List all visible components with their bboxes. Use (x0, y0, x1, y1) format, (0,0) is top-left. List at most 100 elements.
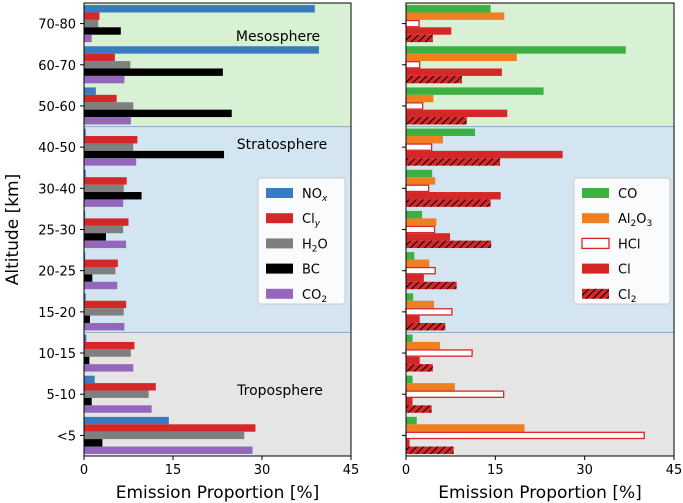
bar-co2-5 (84, 240, 127, 249)
legend-label-part: CO (618, 187, 637, 202)
y-tick-label: 25-30 (38, 224, 76, 239)
bar-co-0 (406, 416, 417, 425)
legend-label-part: 3 (646, 219, 652, 229)
bar-co-5 (406, 210, 423, 219)
legend-label-part: Cl (302, 212, 315, 227)
bar-al2o3-4 (406, 259, 430, 267)
bar-co-2 (406, 334, 413, 342)
bar-nox-1 (84, 375, 95, 384)
y-tick-label: 40-50 (38, 141, 76, 156)
x-tick-label: 0 (402, 463, 410, 478)
bar-h2o-2 (84, 349, 131, 357)
bar-co-8 (406, 87, 544, 95)
legend-label-hcl: HCl (618, 237, 640, 252)
bar-hcl-0 (405, 431, 645, 440)
bar-cly-1 (84, 383, 156, 391)
legend-swatch-bc (266, 263, 293, 274)
x-tick-label: 30 (254, 463, 271, 478)
bar-co2-3 (84, 322, 125, 331)
bar-cl-3 (406, 315, 420, 323)
legend-swatch-cly (266, 213, 293, 224)
bar-h2o-5 (84, 225, 124, 234)
legend-label-part: Cl (618, 263, 631, 278)
bar-h2o-9 (84, 61, 131, 69)
bar-co2-7 (84, 158, 137, 166)
bar-al2o3-9 (406, 53, 517, 62)
legend-swatch-cl2 (582, 288, 609, 299)
bar-cl-8 (406, 109, 508, 118)
bar-bc-10 (84, 27, 121, 35)
bar-cly-10 (84, 12, 100, 20)
legend-label-nox: NOx (302, 187, 328, 204)
bar-hcl-8 (405, 102, 424, 110)
legend-label-part: 2 (321, 295, 327, 305)
bar-bc-4 (84, 274, 93, 282)
bar-hcl-4 (405, 266, 436, 275)
legend-label-al2o3: Al2O3 (618, 212, 652, 229)
y-tick-label: 20-25 (38, 265, 76, 280)
y-tick-label: <5 (57, 429, 76, 444)
bar-cl2-4 (406, 281, 457, 290)
bar-co2-2 (84, 364, 134, 372)
bar-cl2-9 (406, 75, 462, 84)
bar-co-3 (406, 293, 414, 301)
y-axis-label: Altitude [km] (3, 174, 23, 286)
bar-al2o3-3 (406, 300, 434, 309)
bar-cl-6 (406, 192, 501, 200)
legend-label-h2o: H2O (302, 237, 328, 254)
legend-swatch-al2o3 (582, 213, 609, 224)
bar-cl-9 (406, 68, 502, 76)
legend-label-part: BC (302, 263, 320, 278)
y-tick-label: 30-40 (38, 182, 76, 197)
bar-cl-4 (406, 274, 424, 282)
legend-label-cl: Cl (618, 263, 631, 278)
bar-hcl-10 (405, 19, 420, 28)
bar-cl-10 (406, 27, 452, 35)
x-axis-label: Emission Proportion [%] (438, 483, 642, 503)
bar-cly-7 (84, 136, 138, 144)
bar-hcl-6 (405, 184, 430, 193)
bar-cly-9 (84, 53, 115, 62)
bar-h2o-0 (84, 431, 245, 440)
bar-co-6 (406, 169, 433, 178)
bar-cl2-1 (406, 405, 432, 413)
region-label-stratosphere: Stratosphere (237, 137, 328, 153)
bar-co-9 (406, 46, 626, 54)
bar-h2o-1 (84, 390, 149, 398)
bar-al2o3-6 (406, 177, 436, 185)
legend-label-part: O (636, 212, 646, 227)
bar-al2o3-2 (406, 341, 440, 350)
bar-h2o-3 (84, 308, 124, 316)
bar-co-10 (406, 5, 491, 13)
bar-cly-6 (84, 177, 127, 185)
bar-nox-7 (84, 128, 86, 137)
bar-nox-0 (84, 416, 169, 425)
bar-co-4 (406, 252, 415, 260)
bar-bc-0 (84, 439, 103, 447)
bar-co2-1 (84, 405, 152, 413)
bar-cl2-3 (406, 322, 446, 331)
bar-cly-0 (84, 424, 256, 432)
bar-bc-7 (84, 150, 225, 159)
bar-cl2-7 (406, 158, 501, 166)
region-label-mesosphere: Mesosphere (236, 29, 320, 45)
y-tick-label: 5-10 (46, 388, 76, 403)
bar-nox-6 (84, 169, 86, 178)
bar-bc-9 (84, 68, 223, 76)
legend-label-part: 2 (312, 244, 318, 254)
bar-cly-5 (84, 218, 129, 226)
legend-label-cly: Cly (302, 212, 321, 229)
legend-label-part: x (321, 194, 328, 204)
legend-label-part: NO (302, 187, 322, 202)
bar-cl-2 (406, 356, 420, 365)
bar-cl2-10 (406, 34, 433, 43)
bar-cl2-2 (406, 364, 433, 372)
bar-al2o3-1 (406, 383, 455, 391)
legend-label-part: y (314, 219, 321, 229)
bar-h2o-4 (84, 266, 116, 275)
legend-label-part: CO (302, 288, 321, 303)
legend-swatch-nox (266, 188, 293, 198)
